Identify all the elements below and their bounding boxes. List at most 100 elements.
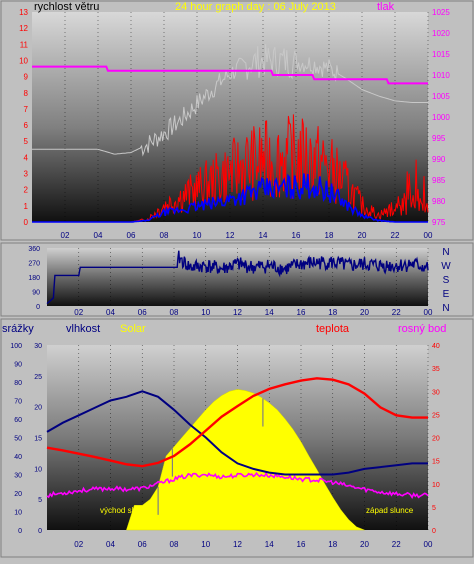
- y-tick-label-rain: 15: [34, 436, 42, 443]
- x-tick-label: 04: [106, 308, 115, 317]
- y-tick-label-pressure: 980: [432, 197, 446, 206]
- x-tick-label: 18: [328, 308, 337, 317]
- x-tick-label: 00: [424, 231, 433, 240]
- y-tick-label-wind: 11: [20, 40, 29, 49]
- y-tick-label-humidity: 40: [14, 454, 22, 461]
- y-tick-label-wind: 4: [24, 153, 29, 162]
- y-tick-label-pressure: 1000: [432, 113, 450, 122]
- x-tick-label: 18: [328, 540, 337, 549]
- y-tick-label-temperature: 20: [432, 436, 440, 443]
- y-tick-label-temperature: 40: [432, 343, 440, 350]
- annotation-sunset: západ slunce: [366, 506, 414, 515]
- y-tick-label-wind: 5: [24, 137, 29, 146]
- x-tick-label: 10: [193, 231, 202, 240]
- x-tick-label: 16: [297, 540, 306, 549]
- y-tick-label-pressure: 990: [432, 155, 446, 164]
- x-tick-label: 14: [265, 308, 274, 317]
- label-temperature: teplota: [316, 323, 350, 335]
- y-tick-label-humidity: 0: [18, 528, 22, 535]
- y-tick-label-pressure: 1020: [432, 29, 450, 38]
- y-tick-label-humidity: 50: [14, 436, 22, 443]
- x-tick-label: 08: [170, 308, 179, 317]
- y-tick-label-wind: 3: [24, 170, 29, 179]
- label-rain: srážky: [2, 323, 34, 335]
- y-tick-label-pressure: 1015: [432, 50, 450, 59]
- y-tick-label-wind: 2: [24, 186, 29, 195]
- x-tick-label: 02: [61, 231, 70, 240]
- x-tick-label: 14: [265, 540, 274, 549]
- y-tick-label-temperature: 5: [432, 505, 436, 512]
- title-wind-speed: rychlost větru: [34, 1, 99, 13]
- y-tick-label-wind: 12: [19, 24, 28, 33]
- x-tick-label: 16: [292, 231, 301, 240]
- y-tick-label-wind: 0: [24, 218, 29, 227]
- y-tick-label-wind: 13: [19, 8, 28, 17]
- x-tick-label: 20: [360, 540, 369, 549]
- y-tick-label-wind: 9: [24, 73, 29, 82]
- series-wind-direction: [46, 250, 429, 305]
- y-tick-label-rain: 0: [38, 528, 42, 535]
- x-tick-label: 08: [160, 231, 169, 240]
- chart-temperature-humidity-solar: 02 04 06 08 10 12 14 16 18 20 22 000102030405060708…: [10, 343, 440, 549]
- x-tick-label: 06: [138, 308, 147, 317]
- series-solar-area: [126, 389, 365, 531]
- y-tick-label-humidity: 60: [14, 417, 22, 424]
- y-tick-label-direction: 270: [28, 261, 40, 268]
- x-tick-label: 12: [233, 308, 242, 317]
- x-tick-label: 12: [226, 231, 235, 240]
- x-tick-label: 22: [392, 540, 401, 549]
- y-tick-label-rain: 30: [34, 343, 42, 350]
- x-tick-label: 16: [297, 308, 306, 317]
- label-dewpoint: rosný bod: [398, 323, 446, 335]
- label-solar: Solar: [120, 323, 146, 335]
- y-tick-label-wind: 8: [24, 89, 29, 98]
- x-tick-label: 22: [392, 308, 401, 317]
- y-tick-label-direction: 90: [32, 290, 40, 297]
- y-tick-label-wind: 1: [24, 202, 29, 211]
- y-tick-label-direction: 180: [28, 275, 40, 282]
- x-tick-label: 08: [170, 540, 179, 549]
- y-tick-label-temperature: 30: [432, 389, 440, 396]
- compass-letter: S: [443, 275, 450, 286]
- y-tick-label-rain: 10: [34, 466, 42, 473]
- x-tick-label: 06: [127, 231, 136, 240]
- y-tick-label-humidity: 90: [14, 362, 22, 369]
- x-tick-label: 06: [138, 540, 147, 549]
- series-humidity: [46, 390, 428, 476]
- x-tick-label: 12: [233, 540, 242, 549]
- series-pressure: [32, 65, 428, 85]
- x-tick-label: 22: [391, 231, 400, 240]
- y-tick-label-temperature: 35: [432, 366, 440, 373]
- y-tick-label-temperature: 25: [432, 412, 440, 419]
- x-tick-label: 04: [106, 540, 115, 549]
- y-tick-label-wind: 7: [24, 105, 29, 114]
- y-tick-label-rain: 5: [38, 497, 42, 504]
- series-temperature: [46, 377, 428, 468]
- y-tick-label-temperature: 10: [432, 482, 440, 489]
- y-tick-label-humidity: 10: [14, 510, 22, 517]
- y-tick-label-rain: 25: [34, 374, 42, 381]
- label-humidity: vlhkost: [66, 323, 100, 335]
- y-tick-label-pressure: 985: [432, 176, 446, 185]
- x-tick-label: 14: [259, 231, 268, 240]
- x-tick-label: 02: [74, 308, 83, 317]
- compass-letter: W: [441, 261, 451, 272]
- x-tick-label: 00: [424, 540, 433, 549]
- series-dewpoint: [46, 471, 429, 499]
- x-tick-label: 10: [201, 308, 210, 317]
- y-tick-label-temperature: 0: [432, 528, 436, 535]
- y-tick-label-direction: 360: [28, 246, 40, 253]
- y-tick-label-humidity: 70: [14, 399, 22, 406]
- y-tick-label-temperature: 15: [432, 459, 440, 466]
- y-tick-label-humidity: 20: [14, 491, 22, 498]
- y-tick-label-pressure: 1005: [432, 92, 450, 101]
- compass-letter: E: [443, 289, 450, 300]
- chart-wind-pressure: 02 04 06 08 10 12 14 16 18 20 22 000123456789101112…: [19, 8, 450, 240]
- y-tick-label-pressure: 1025: [432, 8, 450, 17]
- y-tick-label-pressure: 975: [432, 218, 446, 227]
- x-tick-label: 02: [74, 540, 83, 549]
- compass-letter: N: [442, 247, 449, 258]
- y-tick-label-humidity: 80: [14, 380, 22, 387]
